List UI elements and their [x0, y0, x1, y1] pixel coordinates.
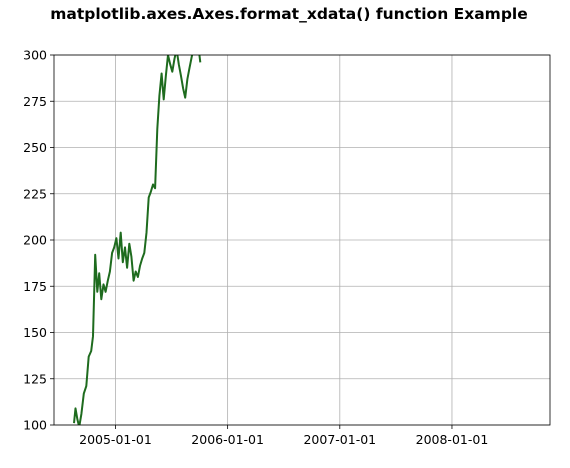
- y-tick-label: 175: [23, 279, 47, 294]
- series-line-price: [73, 55, 202, 425]
- series-layer: [73, 55, 202, 425]
- y-tick-label: 275: [23, 94, 47, 109]
- y-tick-label: 300: [23, 48, 47, 63]
- y-tick-label: 100: [23, 418, 47, 433]
- y-tick-label: 225: [23, 186, 47, 201]
- x-tick-label: 2008-01-01: [416, 432, 489, 447]
- y-tick-label: 250: [23, 140, 47, 155]
- axes-frame: [53, 54, 551, 426]
- x-tick-label: 2005-01-01: [79, 432, 152, 447]
- x-tick-label: 2007-01-01: [303, 432, 376, 447]
- y-tick-label: 125: [23, 371, 47, 386]
- x-tick-label: 2006-01-01: [191, 432, 264, 447]
- y-tick-label: 150: [23, 325, 47, 340]
- grid-layer: [54, 54, 550, 426]
- chart-title: matplotlib.axes.Axes.format_xdata() func…: [50, 5, 528, 23]
- tick-layer: 100 125 150 175 200 225 250 275 300 2005-01-01 200…: [23, 48, 488, 448]
- y-tick-label: 200: [23, 233, 47, 248]
